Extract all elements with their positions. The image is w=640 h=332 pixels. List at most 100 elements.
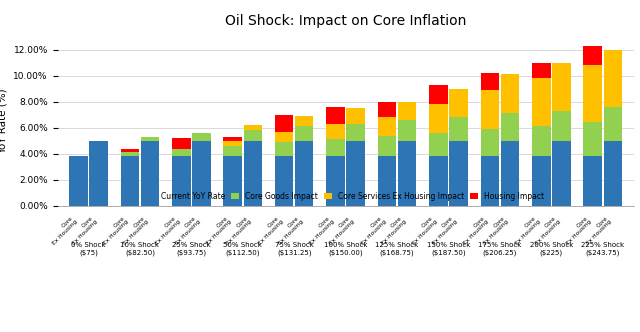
Text: Core
Ex Housing: Core Ex Housing	[324, 215, 356, 246]
Bar	[326, 124, 345, 139]
Bar	[89, 141, 108, 206]
Bar	[604, 107, 622, 141]
Y-axis label: YoY Rate (%): YoY Rate (%)	[0, 88, 8, 154]
Bar	[584, 45, 602, 65]
Bar	[172, 156, 191, 206]
Text: 200% Shock
($225): 200% Shock ($225)	[530, 242, 573, 256]
Bar	[346, 108, 365, 124]
Bar	[532, 62, 550, 78]
Bar	[449, 141, 468, 206]
Bar	[532, 126, 550, 156]
Bar	[398, 120, 416, 141]
Bar	[584, 65, 602, 123]
Bar	[378, 135, 396, 156]
Bar	[192, 141, 211, 206]
Text: Core
Ex Housing: Core Ex Housing	[67, 215, 99, 246]
Text: Core
Ex Housing: Core Ex Housing	[150, 215, 181, 246]
Bar	[584, 156, 602, 206]
Bar	[275, 142, 293, 156]
Bar	[326, 139, 345, 156]
Text: Core
Ex Housing: Core Ex Housing	[221, 215, 253, 246]
Text: Core
Ex Housing: Core Ex Housing	[99, 215, 130, 246]
Text: Core
Ex Housing: Core Ex Housing	[376, 215, 407, 246]
Bar	[500, 141, 519, 206]
Bar	[449, 117, 468, 141]
Bar	[295, 141, 314, 206]
Bar	[141, 137, 159, 141]
Text: Core
Ex Housing: Core Ex Housing	[119, 215, 150, 246]
Bar	[275, 115, 293, 131]
Bar	[172, 148, 191, 156]
Bar	[120, 148, 139, 152]
Text: 100% Shock
($150.00): 100% Shock ($150.00)	[324, 242, 367, 256]
Bar	[584, 123, 602, 156]
Bar	[378, 102, 396, 117]
Text: Core
Ex Housing: Core Ex Housing	[253, 215, 284, 246]
Bar	[223, 156, 242, 206]
Text: Core
Ex Housing: Core Ex Housing	[562, 215, 593, 246]
Bar	[223, 137, 242, 141]
Text: Core
Ex Housing: Core Ex Housing	[582, 215, 612, 246]
Bar	[120, 152, 139, 156]
Bar	[326, 107, 345, 124]
Text: Core
Ex Housing: Core Ex Housing	[202, 215, 233, 246]
Bar	[275, 156, 293, 206]
Text: 175% Shock
($206.25): 175% Shock ($206.25)	[478, 242, 522, 256]
Bar	[223, 146, 242, 156]
Bar	[398, 102, 416, 120]
Text: 50% Shock
($112.50): 50% Shock ($112.50)	[223, 242, 262, 256]
Bar	[120, 156, 139, 206]
Bar	[552, 111, 571, 141]
Bar	[552, 141, 571, 206]
Text: Core
Ex Housing: Core Ex Housing	[305, 215, 335, 246]
Bar	[532, 156, 550, 206]
Bar	[295, 116, 314, 126]
Text: 25% Shock
($93.75): 25% Shock ($93.75)	[172, 242, 211, 256]
Bar	[481, 129, 499, 156]
Bar	[398, 141, 416, 206]
Bar	[378, 117, 396, 135]
Text: Core
Ex Housing: Core Ex Housing	[479, 215, 510, 246]
Bar	[604, 141, 622, 206]
Bar	[552, 62, 571, 111]
Text: 225% Shock
($243.75): 225% Shock ($243.75)	[581, 242, 624, 256]
Text: Core
Ex Housing: Core Ex Housing	[47, 215, 79, 246]
Bar	[243, 125, 262, 130]
Bar	[141, 141, 159, 206]
Bar	[481, 73, 499, 90]
Text: Core
Ex Housing: Core Ex Housing	[273, 215, 304, 246]
Text: Core
Ex Housing: Core Ex Housing	[408, 215, 438, 246]
Text: 0% Shock
($75): 0% Shock ($75)	[71, 242, 106, 256]
Bar	[378, 156, 396, 206]
Bar	[481, 90, 499, 129]
Text: 125% Shock
($168.75): 125% Shock ($168.75)	[376, 242, 419, 256]
Bar	[172, 138, 191, 148]
Bar	[346, 124, 365, 141]
Text: Core
Ex Housing: Core Ex Housing	[459, 215, 490, 246]
Text: 75% Shock
($131.25): 75% Shock ($131.25)	[275, 242, 314, 256]
Bar	[243, 130, 262, 141]
Legend: Current YoY Rate, Core Goods Impact, Core Services Ex Housing Impact, Housing Im: Current YoY Rate, Core Goods Impact, Cor…	[144, 189, 547, 204]
Text: Core
Ex Housing: Core Ex Housing	[531, 215, 561, 246]
Bar	[346, 141, 365, 206]
Bar	[69, 156, 88, 206]
Bar	[192, 133, 211, 141]
Bar	[243, 141, 262, 206]
Bar	[295, 126, 314, 141]
Bar	[500, 74, 519, 113]
Text: Core
Ex Housing: Core Ex Housing	[510, 215, 541, 246]
Bar	[326, 156, 345, 206]
Bar	[429, 104, 448, 133]
Bar	[500, 113, 519, 141]
Title: Oil Shock: Impact on Core Inflation: Oil Shock: Impact on Core Inflation	[225, 14, 467, 29]
Bar	[604, 49, 622, 107]
Text: Core
Ex Housing: Core Ex Housing	[356, 215, 387, 246]
Text: 150% Shock
($187.50): 150% Shock ($187.50)	[427, 242, 470, 256]
Bar	[449, 89, 468, 117]
Bar	[429, 156, 448, 206]
Bar	[532, 78, 550, 126]
Text: 10% Shock
($82.50): 10% Shock ($82.50)	[120, 242, 159, 256]
Bar	[481, 156, 499, 206]
Bar	[429, 85, 448, 104]
Bar	[429, 133, 448, 156]
